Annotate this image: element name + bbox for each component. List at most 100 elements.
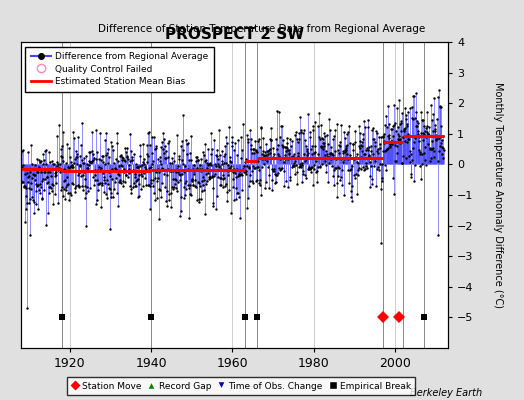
Point xyxy=(413,120,422,126)
Point xyxy=(339,159,347,165)
Point xyxy=(289,153,297,159)
Point xyxy=(73,153,81,160)
Point xyxy=(79,159,87,166)
Point xyxy=(22,193,30,199)
Point xyxy=(112,140,121,146)
Point xyxy=(51,172,60,178)
Point xyxy=(199,182,207,188)
Point xyxy=(273,146,281,152)
Point xyxy=(177,208,185,214)
Point xyxy=(189,166,198,172)
Point xyxy=(231,174,239,181)
Point xyxy=(354,160,363,166)
Point xyxy=(371,139,379,145)
Point xyxy=(310,149,319,156)
Point xyxy=(219,176,227,182)
Point xyxy=(192,165,201,171)
Point xyxy=(96,157,105,163)
Point xyxy=(294,136,303,142)
Point xyxy=(259,155,267,162)
Point xyxy=(142,182,150,188)
Point xyxy=(298,178,307,185)
Point xyxy=(168,160,176,167)
Point xyxy=(386,144,394,150)
Point xyxy=(265,147,273,154)
Point xyxy=(217,166,225,172)
Point xyxy=(424,124,433,130)
Point xyxy=(128,154,136,160)
Point xyxy=(29,197,37,203)
Point xyxy=(122,172,130,178)
Point xyxy=(308,143,316,150)
Point xyxy=(65,196,73,203)
Point xyxy=(226,163,235,169)
Point xyxy=(287,142,296,149)
Point xyxy=(326,150,334,156)
Point xyxy=(438,151,446,158)
Point xyxy=(344,129,352,135)
Point xyxy=(84,188,93,195)
Point xyxy=(62,140,71,147)
Point xyxy=(401,125,409,131)
Point xyxy=(250,164,259,171)
Point xyxy=(399,152,407,159)
Point xyxy=(385,121,393,127)
Point xyxy=(253,149,261,155)
Point xyxy=(361,124,369,130)
Point xyxy=(178,156,187,163)
Point xyxy=(397,128,406,134)
Point xyxy=(376,161,384,168)
Point xyxy=(65,165,73,171)
Point xyxy=(19,183,28,190)
Point xyxy=(203,165,212,172)
Point xyxy=(338,167,346,173)
Point xyxy=(369,163,378,169)
Point xyxy=(271,178,280,185)
Point xyxy=(335,177,344,184)
Point xyxy=(255,167,263,173)
Point xyxy=(139,159,147,165)
Point xyxy=(103,195,111,201)
Point xyxy=(251,138,259,144)
Point xyxy=(144,152,152,159)
Point xyxy=(285,150,293,156)
Point xyxy=(64,164,73,170)
Point xyxy=(359,151,368,157)
Point xyxy=(404,136,412,142)
Point xyxy=(311,119,320,125)
Title: PROSPECT 2 SW: PROSPECT 2 SW xyxy=(165,27,304,42)
Point xyxy=(267,136,276,143)
Point xyxy=(61,187,70,193)
Point xyxy=(69,164,77,170)
Point xyxy=(43,210,52,217)
Point xyxy=(150,134,158,141)
Point xyxy=(163,154,172,160)
Point xyxy=(172,176,180,183)
Point xyxy=(396,120,405,127)
Point xyxy=(139,170,148,176)
Point xyxy=(89,156,97,163)
Point xyxy=(437,140,445,146)
Point xyxy=(29,210,38,216)
Point xyxy=(63,180,72,187)
Point xyxy=(19,147,27,153)
Point xyxy=(380,162,389,168)
Point xyxy=(212,153,221,160)
Point xyxy=(356,138,364,144)
Point xyxy=(160,155,169,162)
Point xyxy=(57,186,65,193)
Point xyxy=(270,168,278,174)
Point xyxy=(67,163,75,169)
Point xyxy=(429,111,437,117)
Point xyxy=(135,181,143,187)
Point xyxy=(81,195,89,201)
Point xyxy=(100,176,108,183)
Point xyxy=(293,181,301,187)
Point xyxy=(202,160,211,166)
Point xyxy=(275,152,283,159)
Point xyxy=(31,201,40,208)
Point xyxy=(342,144,350,151)
Point xyxy=(407,174,416,180)
Point xyxy=(378,174,386,181)
Point xyxy=(243,163,251,169)
